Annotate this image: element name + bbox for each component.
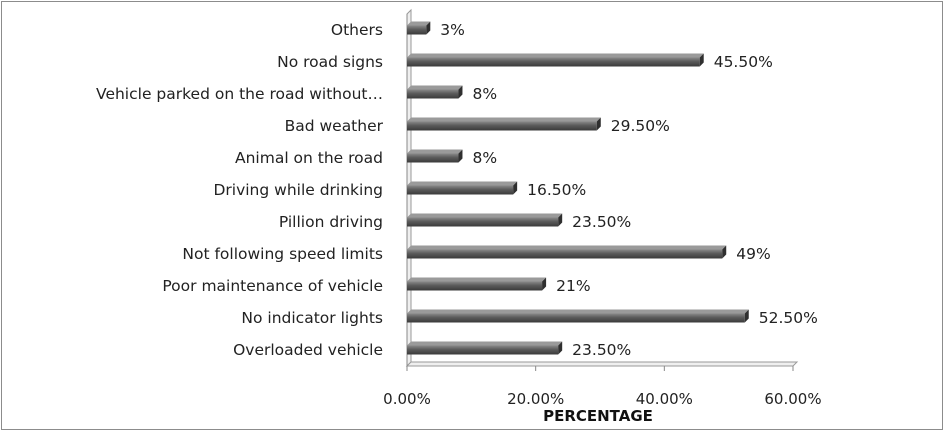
x-axis-title: PERCENTAGE [543,407,653,425]
data-label: 16.50% [527,181,586,199]
x-tick-label: 20.00% [507,390,564,408]
x-tick-label: 0.00% [383,390,431,408]
bar-end-face [596,117,601,131]
bar-top-face [407,181,518,186]
bar-end-face [426,21,431,35]
data-label: 21% [556,277,590,295]
bar-top-face [407,53,704,58]
bar-top-face [407,85,463,90]
bar-top-face [407,341,563,346]
bar-top-face [407,117,601,122]
category-label: Bad weather [285,117,384,135]
bar-end-face [722,245,727,259]
category-label: Vehicle parked on the road without… [96,85,383,103]
data-label: 23.50% [572,341,631,359]
data-label: 3% [440,21,465,39]
x-tick-label: 60.00% [764,390,821,408]
bar-end-face [513,181,518,195]
bar-top-face [407,245,727,250]
bar [407,249,723,259]
data-label: 45.50% [714,53,773,71]
bar-end-face [744,309,749,323]
category-label: No indicator lights [241,309,383,327]
x-axis-floor [405,361,799,367]
data-label: 52.50% [759,309,818,327]
bar [407,345,559,355]
bar-top-face [407,309,749,314]
bar-end-face [699,53,704,67]
data-label: 8% [472,85,497,103]
bar [407,89,459,99]
bar [407,57,700,67]
x-tick-label: 40.00% [636,390,693,408]
data-label: 8% [472,149,497,167]
category-label: Not following speed limits [182,245,383,263]
bar-top-face [407,213,563,218]
bar-top-face [407,21,431,26]
bar-top-face [407,149,463,154]
category-label: Driving while drinking [213,181,383,199]
data-label: 29.50% [611,117,670,135]
bar-end-face [558,341,563,355]
bar [407,25,427,35]
category-label: Poor maintenance of vehicle [162,277,383,295]
bar [407,153,459,163]
bar [407,281,543,291]
bar-top-face [407,277,547,282]
bar-end-face [542,277,547,291]
bar-end-face [458,149,463,163]
category-label: Pillion driving [279,213,383,231]
bar-end-face [458,85,463,99]
category-label: No road signs [277,53,383,71]
data-label: 23.50% [572,213,631,231]
bar [407,217,559,227]
data-label: 49% [736,245,770,263]
bar [407,313,745,323]
category-label: Overloaded vehicle [233,341,383,359]
bar [407,121,597,131]
category-label: Others [331,21,383,39]
bar-end-face [558,213,563,227]
bar [407,185,514,195]
category-label: Animal on the road [235,149,383,167]
